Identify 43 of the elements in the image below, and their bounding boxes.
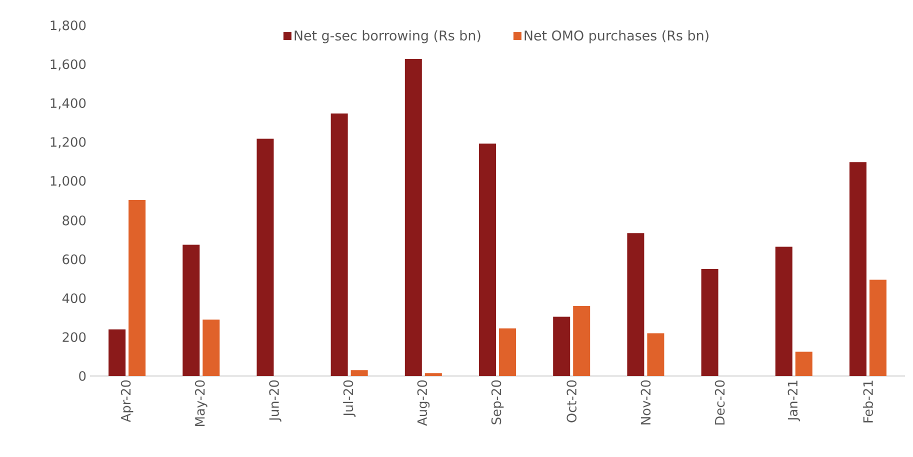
bar: [701, 269, 718, 376]
bar: [627, 233, 644, 376]
bar: [182, 244, 200, 376]
y-tick-label: 1,000: [50, 176, 86, 188]
bar: [404, 59, 422, 376]
bar: [869, 280, 886, 376]
bar: [330, 113, 348, 376]
bar: [573, 306, 590, 376]
x-tick-label: Jan-21: [788, 380, 800, 422]
bar: [256, 138, 274, 376]
x-tick-label: Nov-20: [640, 380, 651, 424]
bar: [553, 316, 570, 376]
bar: [350, 370, 368, 376]
x-tick-label: Oct-20: [566, 380, 576, 422]
x-tick-label: Sep-20: [491, 380, 504, 424]
legend-label: Net OMO purchases (Rs bn): [524, 30, 708, 44]
y-tick-label: 200: [62, 332, 86, 342]
bar: [108, 329, 126, 376]
x-tick-label: Apr-20: [120, 380, 134, 422]
bar: [647, 333, 664, 376]
bar: [775, 246, 792, 376]
y-tick-label: 400: [62, 293, 86, 304]
bar: [128, 200, 146, 376]
y-tick-label: 600: [62, 254, 86, 264]
x-tick-label: Jun-20: [269, 380, 282, 422]
bar: [849, 162, 866, 376]
y-tick-label: 1,200: [50, 137, 86, 148]
x-tick-label: Aug-20: [417, 380, 430, 426]
bar: [479, 144, 496, 376]
y-tick-label: 0: [79, 371, 86, 381]
y-tick-label: 1,800: [50, 20, 86, 32]
x-tick-label: Jul-20: [343, 380, 356, 417]
bar: [424, 373, 442, 376]
y-tick-label: 1,600: [50, 59, 86, 70]
bar: [499, 328, 516, 376]
x-tick-label: Dec-20: [714, 380, 725, 424]
y-tick-label: 800: [62, 216, 86, 226]
bar: [202, 320, 220, 376]
bar: [795, 352, 812, 376]
x-tick-label: Feb-21: [862, 380, 873, 422]
x-tick-label: May-20: [194, 380, 208, 426]
legend-label: Net g-sec borrowing (Rs bn): [294, 30, 480, 44]
y-tick-label: 1,400: [50, 98, 86, 110]
